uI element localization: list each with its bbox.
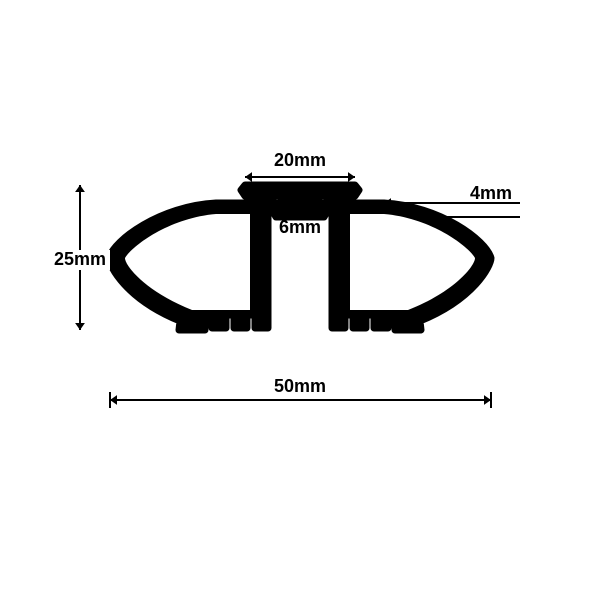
dimension-label: 4mm bbox=[470, 183, 512, 203]
dimension-label: 25mm bbox=[54, 249, 106, 269]
profile-diagram: 4mm 20mm 6mm 25mm 50mm bbox=[0, 0, 600, 600]
profile-cross-section bbox=[109, 185, 491, 330]
dimension-label: 20mm bbox=[274, 150, 326, 170]
dimension-label: 50mm bbox=[274, 376, 326, 396]
dimension-label: 6mm bbox=[279, 217, 321, 237]
